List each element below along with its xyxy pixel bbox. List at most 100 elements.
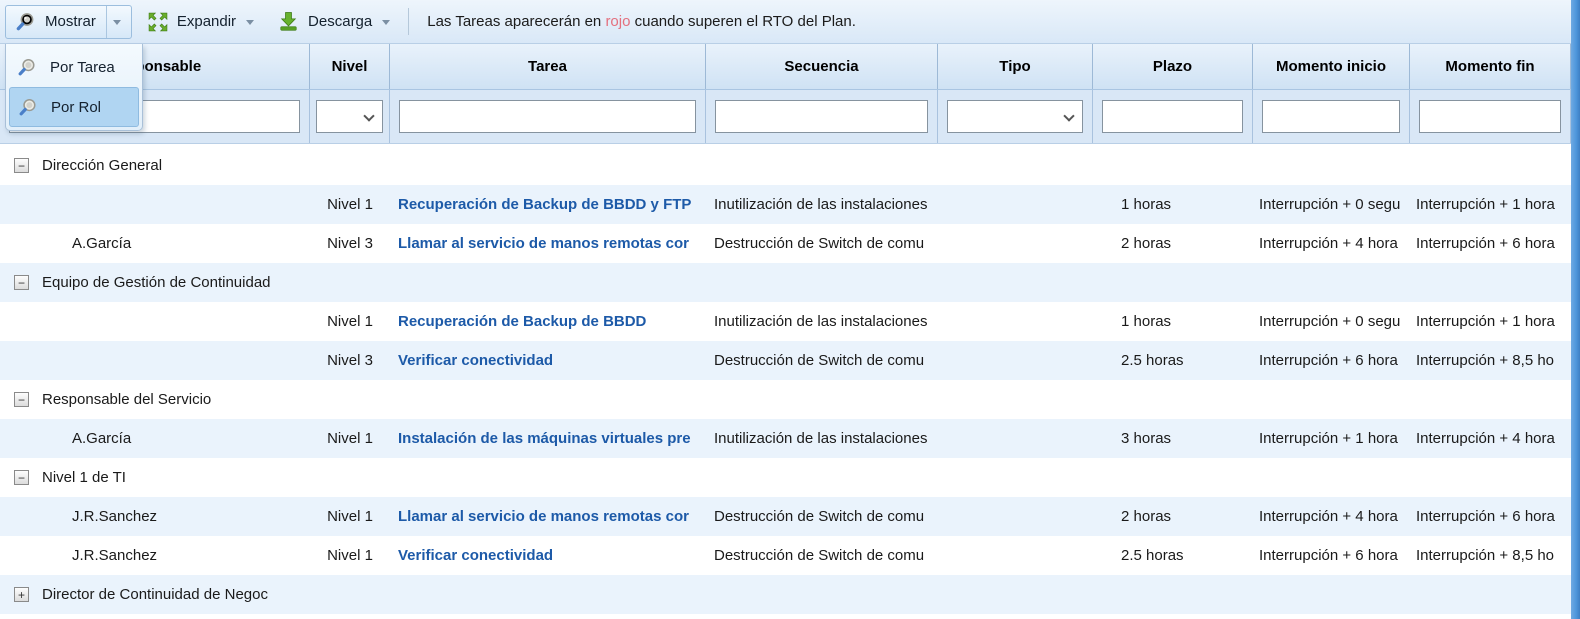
- descarga-button[interactable]: Descarga: [270, 5, 400, 39]
- task-link[interactable]: Recuperación de Backup de BBDD: [398, 313, 647, 330]
- cell-tipo: [938, 419, 1093, 458]
- tipo-filter-select[interactable]: [947, 100, 1083, 133]
- task-link[interactable]: Recuperación de Backup de BBDD y FTP: [398, 196, 692, 213]
- group-row: − Dirección General: [0, 146, 1571, 185]
- plazo-filter-input[interactable]: [1102, 100, 1243, 133]
- descarga-label: Descarga: [308, 13, 373, 30]
- chevron-down-icon: [112, 20, 121, 25]
- chevron-down-icon: [382, 20, 391, 25]
- cell-momento-inicio: Interrupción + 0 segu: [1259, 313, 1401, 330]
- chevron-down-icon: [246, 20, 255, 25]
- table-row: J.R.Sanchez Nivel 1 Llamar al servicio d…: [0, 497, 1571, 536]
- nivel-filter-select[interactable]: [316, 100, 383, 133]
- column-header-momento-inicio[interactable]: Momento inicio: [1253, 44, 1410, 89]
- cell-secuencia: Inutilización de las instalaciones: [714, 313, 928, 330]
- cell-tipo: [938, 341, 1093, 380]
- column-header-nivel[interactable]: Nivel: [310, 44, 390, 89]
- menu-item-label: Por Tarea: [50, 58, 115, 76]
- cell-secuencia: Destrucción de Switch de comu: [714, 547, 925, 564]
- cell-momento-fin: Interrupción + 8,5 ho: [1416, 547, 1555, 564]
- task-link[interactable]: Verificar conectividad: [398, 547, 554, 564]
- cell-nivel: Nivel 1: [327, 196, 373, 213]
- cell-responsable: A.García: [72, 235, 132, 252]
- cell-plazo: 1 horas: [1121, 196, 1172, 213]
- secuencia-filter-input[interactable]: [715, 100, 928, 133]
- cell-responsable: [0, 302, 310, 341]
- cell-momento-inicio: Interrupción + 0 segu: [1259, 196, 1401, 213]
- expand-toggle[interactable]: −: [14, 392, 29, 407]
- group-label: Director de Continuidad de Negoc: [42, 586, 268, 603]
- cell-tipo: [938, 536, 1093, 575]
- table-row: J.R.Sanchez Nivel 1 Verificar conectivid…: [0, 536, 1571, 575]
- cell-momento-inicio: Interrupción + 4 hora: [1259, 508, 1398, 525]
- cell-momento-fin: Interrupción + 6 hora: [1416, 508, 1555, 525]
- rojo-highlight: rojo: [605, 13, 631, 30]
- filter-row: [0, 90, 1571, 144]
- table-row: Nivel 3 Verificar conectividad Destrucci…: [0, 341, 1571, 380]
- table-row: Nivel 1 Recuperación de Backup de BBDD y…: [0, 185, 1571, 224]
- mostrar-menu: Por Tarea Por Rol: [5, 44, 143, 131]
- expandir-button[interactable]: Expandir: [140, 5, 264, 39]
- menu-item-por-tarea[interactable]: Por Tarea: [9, 47, 139, 87]
- expand-toggle-icon: +: [17, 587, 25, 602]
- tarea-filter-input[interactable]: [399, 100, 696, 133]
- cell-responsable: [0, 185, 310, 224]
- table-row: A.García Nivel 3 Llamar al servicio de m…: [0, 224, 1571, 263]
- toolbar-separator: [408, 8, 410, 35]
- expand-toggle-icon: −: [17, 392, 25, 407]
- table-body: − Dirección General Nivel 1 Recuperación…: [0, 146, 1571, 614]
- cell-momento-inicio: Interrupción + 6 hora: [1259, 352, 1398, 369]
- cell-momento-fin: Interrupción + 1 hora: [1416, 313, 1555, 330]
- group-row: − Responsable del Servicio: [0, 380, 1571, 419]
- expand-toggle[interactable]: −: [14, 470, 29, 485]
- momento-inicio-filter-input[interactable]: [1262, 100, 1400, 133]
- cell-secuencia: Destrucción de Switch de comu: [714, 235, 925, 252]
- group-label: Responsable del Servicio: [42, 391, 212, 408]
- momento-fin-filter-input[interactable]: [1419, 100, 1561, 133]
- cell-plazo: 2 horas: [1121, 235, 1172, 252]
- column-header-secuencia[interactable]: Secuencia: [706, 44, 938, 89]
- cell-momento-inicio: Interrupción + 1 hora: [1259, 430, 1398, 447]
- vertical-scrollbar[interactable]: [1571, 0, 1580, 619]
- cell-momento-fin: Interrupción + 4 hora: [1416, 430, 1555, 447]
- cell-responsable: [0, 341, 310, 380]
- column-header-momento-fin[interactable]: Momento fin: [1410, 44, 1571, 89]
- task-link[interactable]: Llamar al servicio de manos remotas cor: [398, 235, 689, 252]
- cell-plazo: 1 horas: [1121, 313, 1172, 330]
- cell-plazo: 2.5 horas: [1121, 547, 1184, 564]
- task-link[interactable]: Llamar al servicio de manos remotas cor: [398, 508, 689, 525]
- column-header-tarea[interactable]: Tarea: [390, 44, 706, 89]
- cell-momento-fin: Interrupción + 1 hora: [1416, 196, 1555, 213]
- column-header-plazo[interactable]: Plazo: [1093, 44, 1253, 89]
- group-row: − Nivel 1 de TI: [0, 458, 1571, 497]
- cell-nivel: Nivel 3: [327, 352, 373, 369]
- magnifier-icon: [14, 11, 36, 33]
- task-link[interactable]: Verificar conectividad: [398, 352, 554, 369]
- cell-nivel: Nivel 1: [327, 430, 373, 447]
- expand-toggle[interactable]: −: [14, 158, 29, 173]
- rto-warning-message: Las Tareas aparecerán en rojo cuando sup…: [427, 13, 856, 30]
- mostrar-button[interactable]: Mostrar: [5, 4, 132, 39]
- mostrar-label: Mostrar: [45, 13, 96, 30]
- column-header-tipo[interactable]: Tipo: [938, 44, 1093, 89]
- cell-nivel: Nivel 1: [327, 547, 373, 564]
- table-row: Nivel 1 Recuperación de Backup de BBDD I…: [0, 302, 1571, 341]
- cell-secuencia: Inutilización de las instalaciones: [714, 196, 928, 213]
- expand-toggle-icon: −: [17, 275, 25, 290]
- group-label: Nivel 1 de TI: [42, 469, 126, 486]
- cell-secuencia: Destrucción de Switch de comu: [714, 352, 925, 369]
- expand-toggle[interactable]: +: [14, 587, 29, 602]
- cell-plazo: 2 horas: [1121, 508, 1172, 525]
- cell-tipo: [938, 497, 1093, 536]
- cell-momento-inicio: Interrupción + 4 hora: [1259, 235, 1398, 252]
- task-link[interactable]: Instalación de las máquinas virtuales pr…: [398, 430, 691, 447]
- expand-toggle[interactable]: −: [14, 275, 29, 290]
- menu-item-por-rol[interactable]: Por Rol: [9, 87, 139, 127]
- group-row: − Equipo de Gestión de Continuidad: [0, 263, 1571, 302]
- cell-responsable: J.R.Sanchez: [72, 508, 158, 525]
- cell-momento-fin: Interrupción + 8,5 ho: [1416, 352, 1555, 369]
- magnifier-icon: [16, 57, 37, 78]
- cell-responsable: J.R.Sanchez: [72, 547, 158, 564]
- mostrar-dropdown-toggle[interactable]: [105, 5, 127, 38]
- expand-all-icon: [148, 12, 168, 32]
